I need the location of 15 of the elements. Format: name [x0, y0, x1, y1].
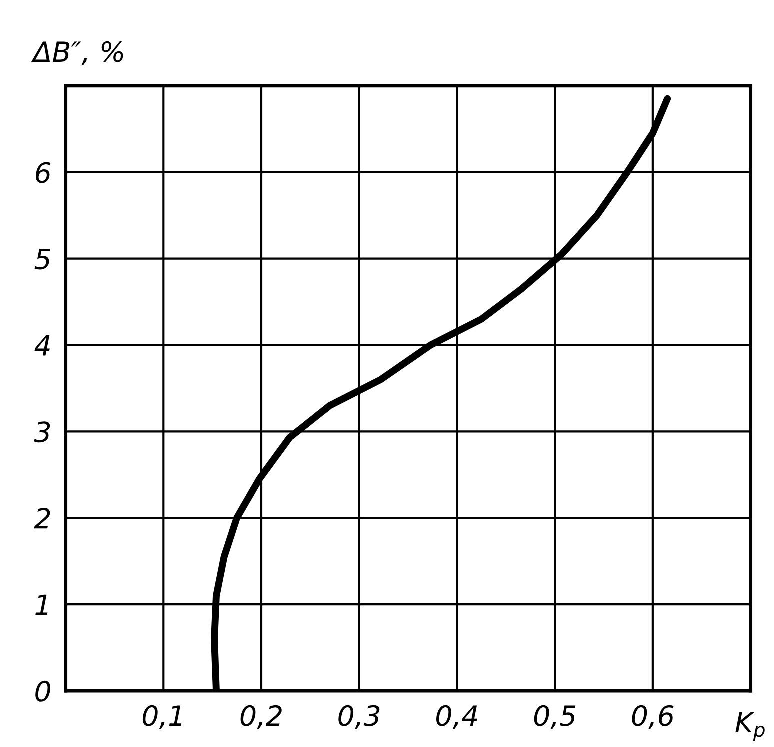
x-tick-label: 0,1 — [142, 705, 182, 730]
y-tick-label: 6 — [36, 162, 51, 184]
y-tick-label: 0 — [36, 680, 51, 702]
x-tick-label: 0,6 — [632, 705, 674, 730]
y-tick-label: 4 — [34, 336, 50, 356]
x-tick-label: 0,2 — [240, 705, 282, 730]
y-tick-label: 3 — [34, 422, 50, 443]
x-tick-label: 0,4 — [436, 705, 478, 730]
y-tick-label: 1 — [36, 594, 48, 616]
x-tick-label: 0,3 — [338, 705, 380, 730]
y-tick-label: 2 — [34, 508, 50, 529]
x-axis-title: K$_{p}$ — [736, 712, 765, 742]
x-tick-label: 0,5 — [534, 705, 576, 730]
y-tick-label: 5 — [34, 249, 50, 270]
y-axis-title: ΔB″, % — [31, 41, 124, 66]
